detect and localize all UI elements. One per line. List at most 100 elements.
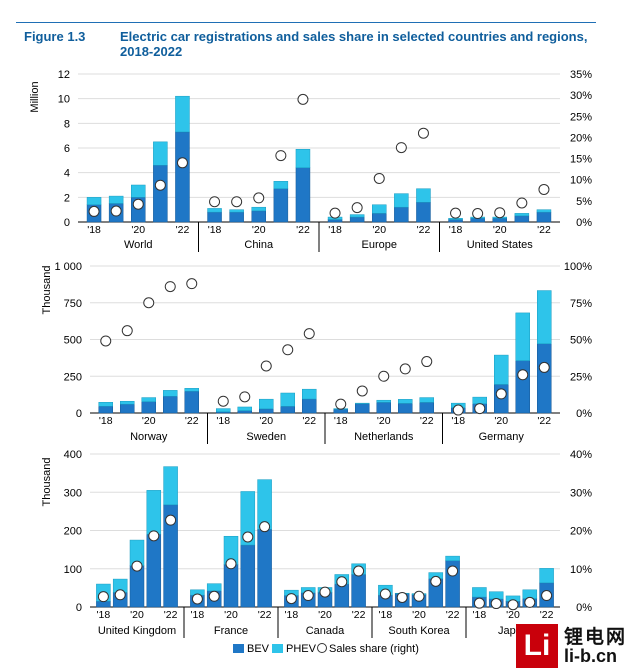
bar-bev [163,395,178,414]
share-point [319,586,331,598]
share-point [450,207,462,219]
y2-tick-label: 0% [576,602,592,614]
y2-tick-label: 50% [570,335,592,347]
figure-number: Figure 1.3 [24,29,86,44]
bar-phev [398,399,413,404]
bar-phev [163,466,178,506]
x-tick-label: '18 [473,609,487,621]
bar-phev [240,491,256,546]
share-point [186,278,198,290]
bar-phev [372,204,387,214]
y-axis-title: Thousand [41,266,53,315]
share-point [110,205,122,217]
y-axis-title: Million [29,81,41,112]
bar-phev [280,392,295,407]
bar-bev [240,544,256,608]
x-tick-label: '18 [451,415,465,427]
share-point [100,335,112,347]
x-tick-label: '18 [99,415,113,427]
bar-bev [416,202,431,223]
bar-phev [259,398,274,410]
y2-tick-label: 75% [570,298,592,310]
share-point [225,558,237,570]
bar-bev [129,565,145,608]
group-label: Canada [306,625,345,637]
x-tick-label: '22 [302,415,316,427]
y2-tick-label: 10% [570,564,592,576]
share-point [260,360,272,372]
bar-bev [146,534,162,608]
share-point [353,565,365,577]
share-point [302,590,314,602]
share-point [474,403,486,415]
share-point [396,591,408,603]
x-tick-label: '22 [164,609,178,621]
bar-phev [141,397,156,402]
share-point [259,521,271,533]
y-tick-label: 100 [64,564,82,576]
bar-bev [419,402,434,414]
x-tick-label: '22 [446,609,460,621]
legend-marker-share [317,643,327,653]
x-tick-label: '20 [259,415,273,427]
x-tick-label: '20 [142,415,156,427]
share-point [378,370,390,382]
x-tick-label: '18 [87,224,101,236]
y-tick-label: 2 [64,192,70,204]
bar-phev [237,406,252,411]
share-point [373,172,385,184]
y-tick-label: 10 [58,94,70,106]
bar-phev [349,214,365,218]
x-tick-label: '18 [191,609,205,621]
bar-phev [355,402,370,405]
bar-phev [539,568,554,584]
y2-tick-label: 40% [570,449,592,461]
bar-phev [416,188,431,203]
share-point [97,591,109,603]
group-label: China [244,239,274,251]
bar-phev [206,583,222,592]
x-tick-label: '18 [216,415,230,427]
bar-bev [334,583,350,608]
share-point [421,356,433,368]
share-point [253,192,265,204]
share-point [399,363,411,375]
bar-phev [494,354,509,385]
bar-phev [376,399,391,403]
bar-bev [273,188,289,223]
y-tick-label: 12 [58,69,70,81]
y-tick-label: 500 [64,335,82,347]
y2-tick-label: 25% [570,111,592,123]
x-tick-label: '22 [352,609,366,621]
bar-bev [372,213,387,223]
bar-bev [295,167,311,223]
share-point [517,369,529,381]
y2-tick-label: 30% [570,487,592,499]
bar-bev [327,219,343,223]
share-point [395,142,407,154]
x-tick-label: '20 [493,224,507,236]
bar-bev [98,405,113,414]
share-point [217,395,229,407]
bar-phev [515,312,530,361]
share-point [541,590,553,602]
x-tick-label: '22 [258,609,272,621]
y2-tick-label: 100% [564,261,592,273]
watermark-logo: Li 锂电网 li-b.cn [512,622,636,672]
bar-bev [398,403,413,414]
share-point [114,589,126,601]
bar-bev [175,131,190,223]
x-tick-label: '20 [131,224,145,236]
bar-phev [537,290,552,345]
bar-bev [515,360,530,414]
watermark-box: Li [516,624,558,668]
bar-phev [216,408,231,413]
bar-phev [273,181,289,189]
bar-bev [229,211,244,223]
group-label: France [214,625,248,637]
y2-tick-label: 10% [570,175,592,187]
share-point [231,196,243,208]
y2-tick-label: 0% [576,217,592,229]
share-point [447,565,459,577]
